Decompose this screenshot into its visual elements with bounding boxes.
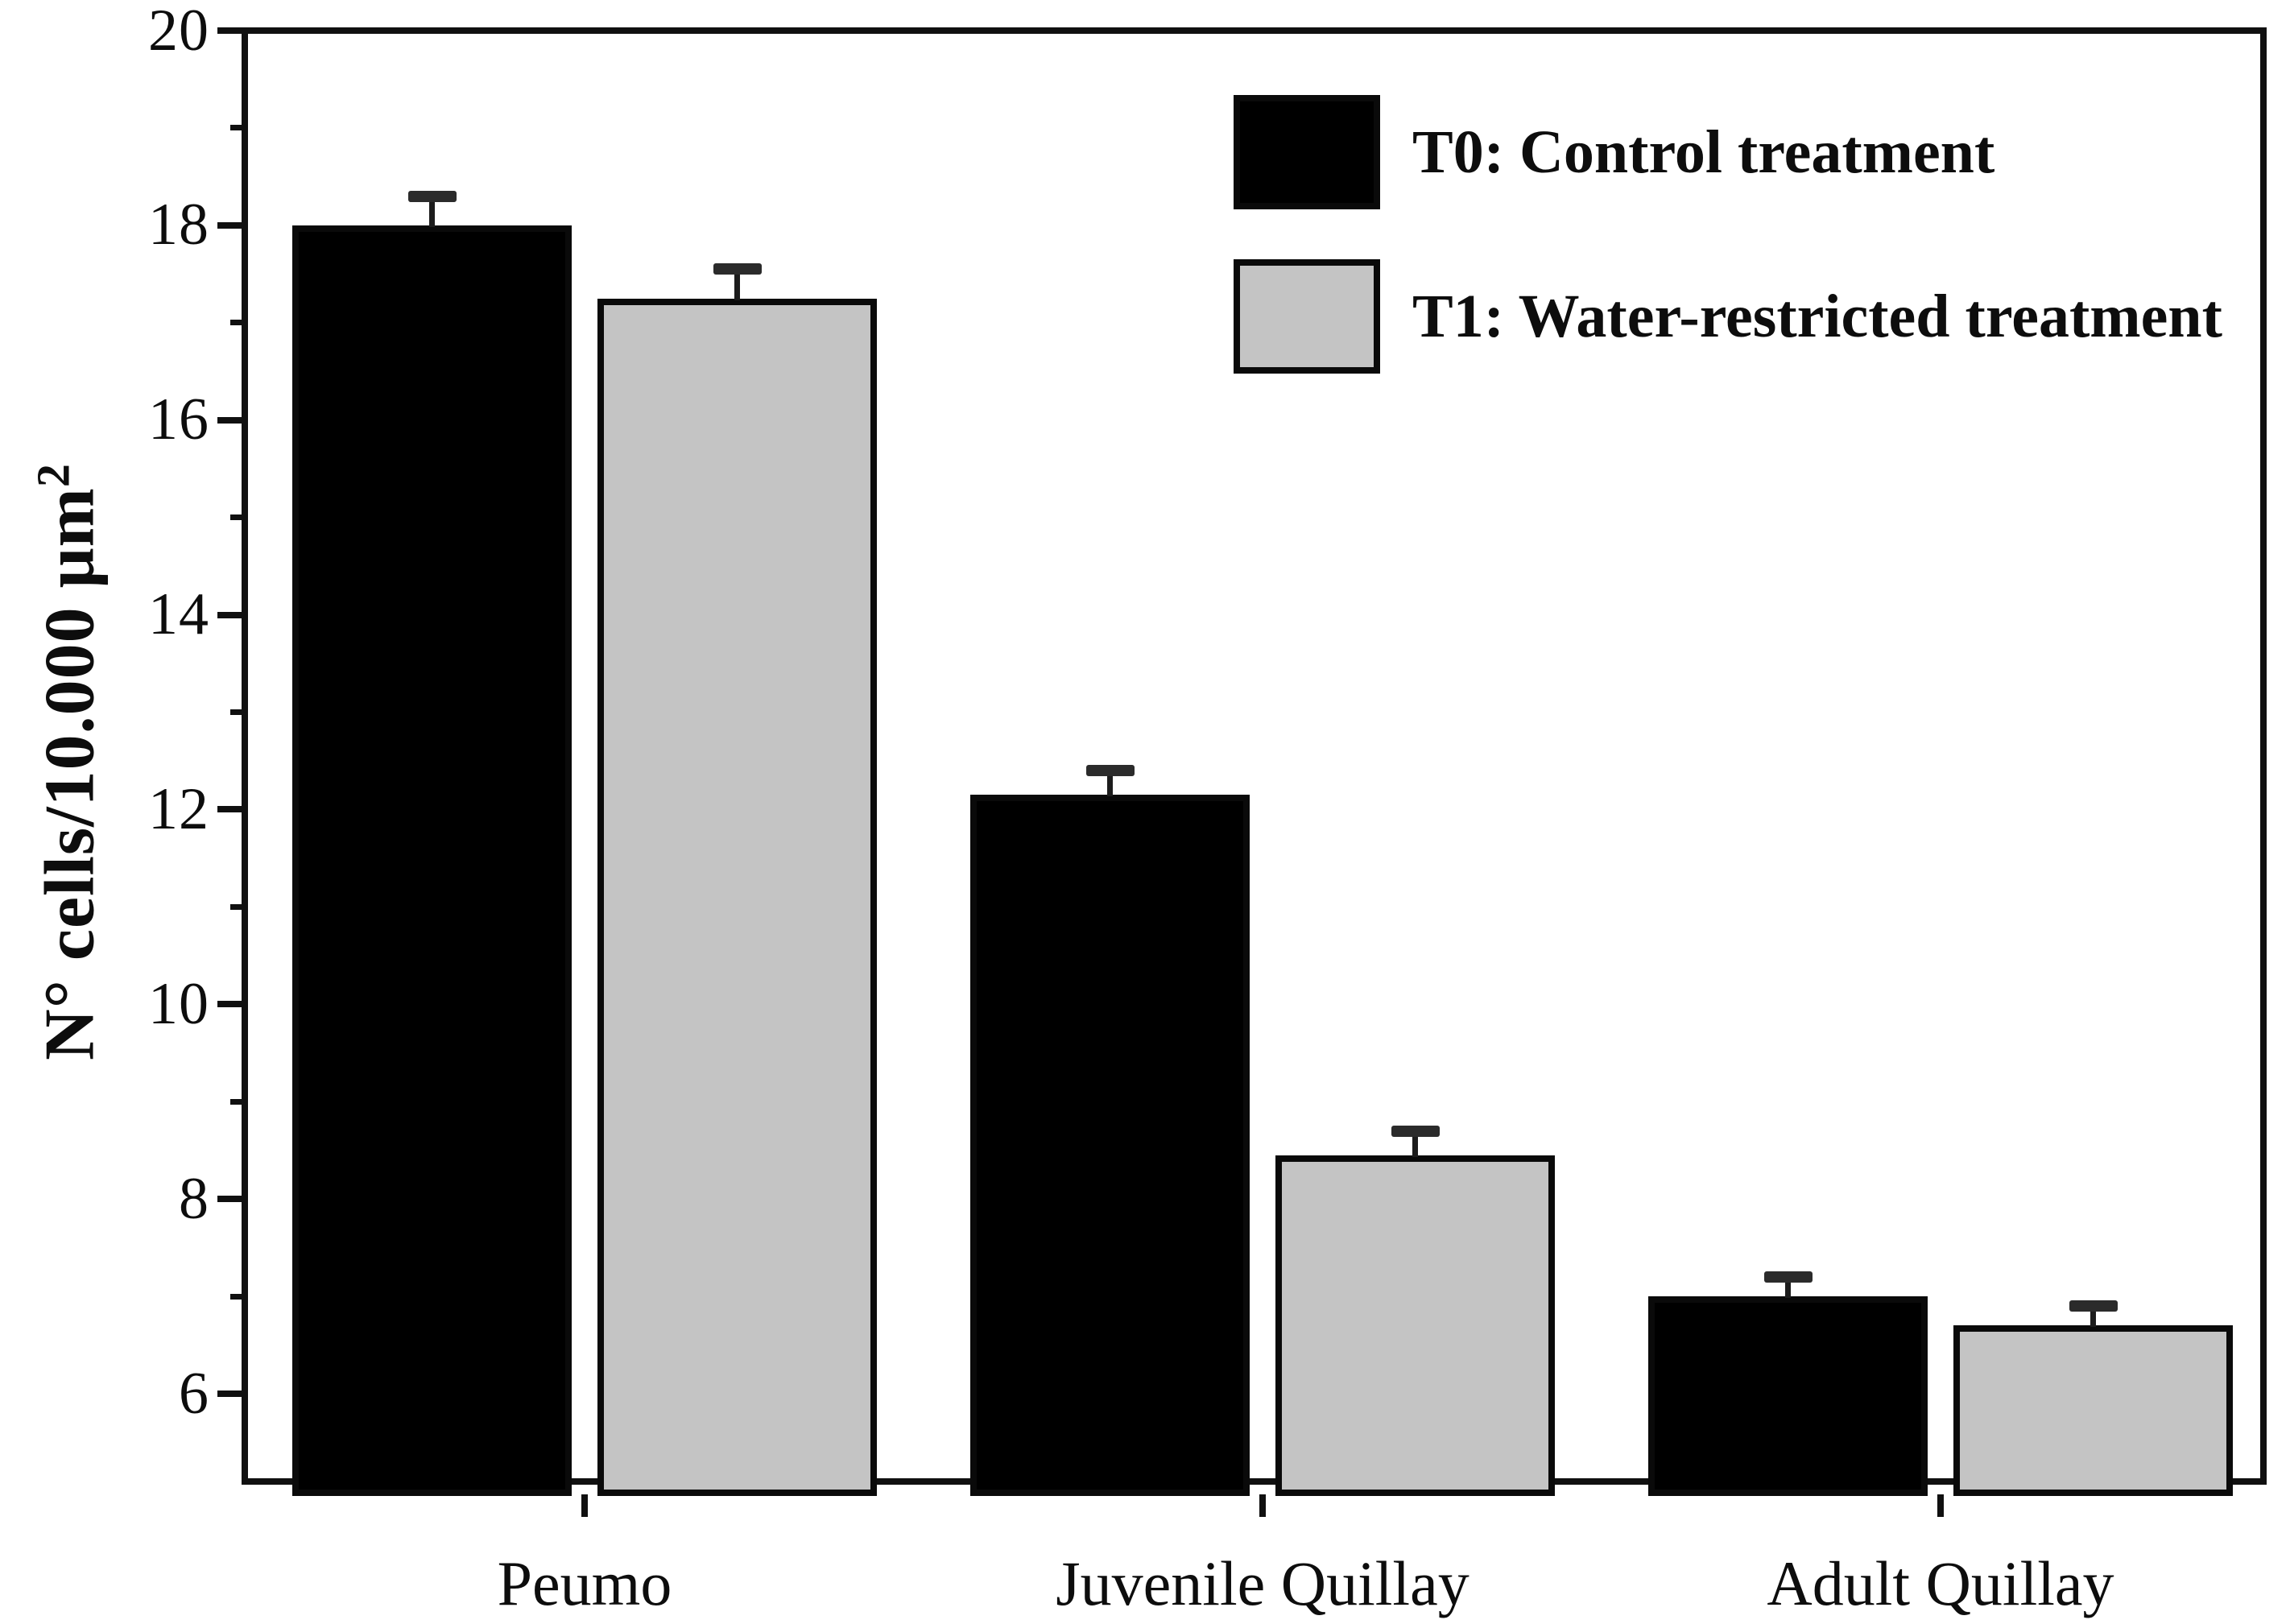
y-major-tick [217, 221, 245, 229]
y-tick-label: 18 [148, 192, 209, 258]
legend-label-t0: T0: Control treatment [1412, 118, 1995, 186]
y-minor-tick [230, 320, 245, 326]
legend-label-t1: T1: Water-restricted treatment [1412, 282, 2222, 350]
bar-t0-juvenile-quillay [970, 795, 1250, 1496]
x-category-tick [1937, 1494, 1944, 1517]
error-bar-stem [1412, 1130, 1418, 1157]
x-category-label-adult-quillay: Adult Quillay [1767, 1548, 2114, 1618]
y-major-tick [217, 1001, 245, 1008]
legend-swatch-t1 [1234, 259, 1380, 374]
error-bar-stem [429, 196, 435, 227]
bar-t0-peumo [292, 225, 572, 1496]
error-bar-stem [2090, 1306, 2096, 1328]
bar-t0-adult-quillay [1648, 1296, 1928, 1496]
bar-t1-peumo [597, 298, 877, 1496]
error-bar-cap [713, 263, 762, 275]
y-tick-label: 8 [179, 1165, 209, 1232]
y-minor-tick [230, 709, 245, 716]
legend: T0: Control treatment T1: Water-restrict… [1234, 95, 2222, 424]
x-category-label-juvenile-quillay: Juvenile Quillay [1056, 1548, 1469, 1618]
y-tick-label: 6 [179, 1360, 209, 1427]
error-bar-cap [1085, 765, 1135, 777]
y-tick-label: 14 [148, 581, 209, 648]
y-tick-label: 12 [148, 775, 209, 842]
y-minor-tick [230, 1293, 245, 1300]
x-category-label-peumo: Peumo [497, 1548, 672, 1618]
y-axis-title-superscript: 2 [27, 463, 80, 488]
y-minor-tick [230, 125, 245, 131]
error-bar-stem [1785, 1276, 1791, 1299]
error-bar-cap [407, 190, 457, 202]
x-category-tick [581, 1494, 588, 1517]
bar-t1-adult-quillay [1953, 1325, 2233, 1496]
y-minor-tick [230, 903, 245, 910]
y-major-tick [217, 1391, 245, 1398]
x-category-tick [1259, 1494, 1266, 1517]
error-bar-stem [734, 269, 740, 300]
y-major-tick [217, 416, 245, 424]
y-major-tick [217, 27, 245, 34]
y-major-tick [217, 806, 245, 813]
y-tick-label: 20 [148, 0, 209, 64]
error-bar-cap [2069, 1300, 2118, 1312]
y-major-tick [217, 1196, 245, 1203]
legend-swatch-t0 [1234, 95, 1380, 209]
error-bar-cap [1391, 1125, 1440, 1137]
legend-row-t1: T1: Water-restricted treatment [1234, 259, 2222, 374]
y-tick-label: 16 [148, 386, 209, 453]
y-minor-tick [230, 514, 245, 521]
legend-row-t0: T0: Control treatment [1234, 95, 2222, 209]
error-bar-cap [1763, 1271, 1813, 1283]
y-major-tick [217, 611, 245, 618]
y-tick-label: 10 [148, 970, 209, 1037]
error-bar-stem [1107, 771, 1113, 797]
y-minor-tick [230, 1098, 245, 1105]
bar-t1-juvenile-quillay [1275, 1155, 1555, 1496]
